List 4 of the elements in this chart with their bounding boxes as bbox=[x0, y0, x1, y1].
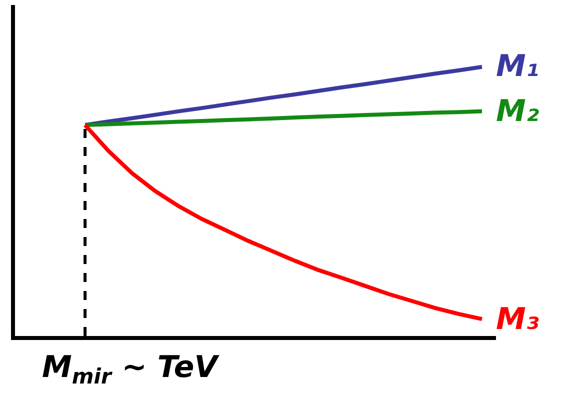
series-label: M₃ bbox=[496, 302, 539, 337]
text: M$_{mir}$ ~ TeV bbox=[42, 350, 218, 388]
series-label: M₁ bbox=[496, 49, 539, 84]
series-label: M₂ bbox=[496, 94, 539, 129]
